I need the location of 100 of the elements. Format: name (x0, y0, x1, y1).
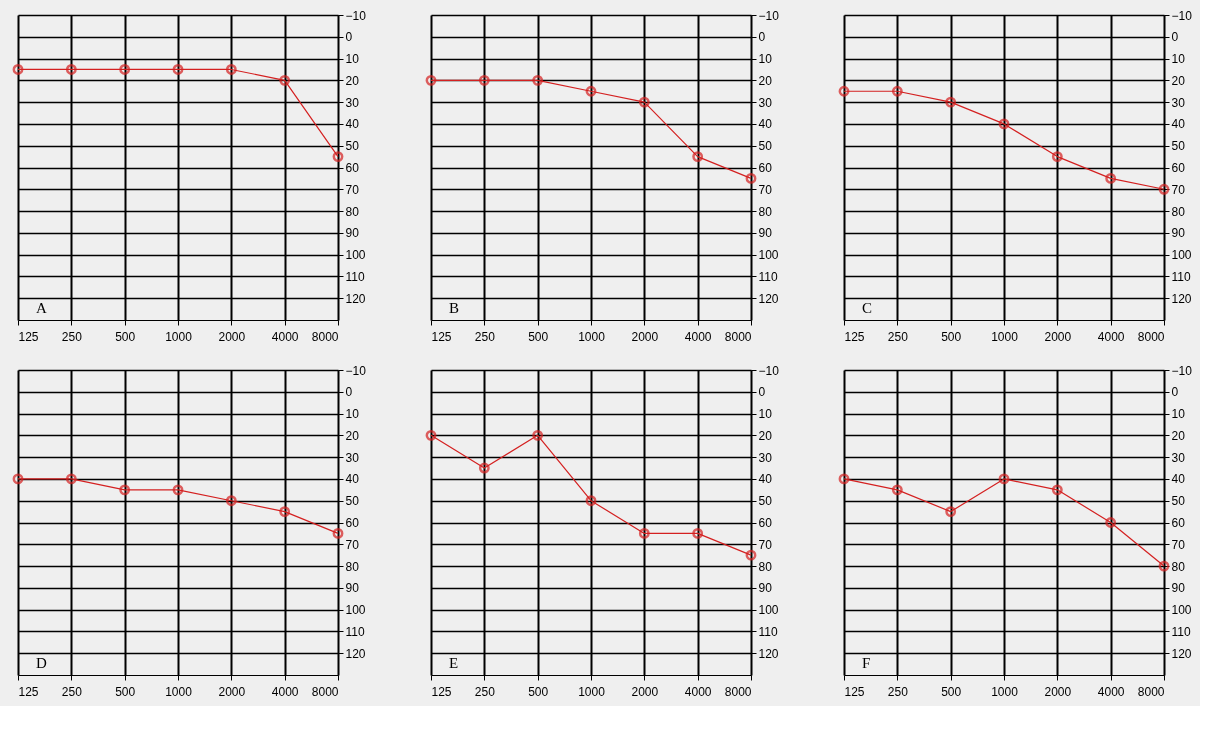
point (425, 74, 437, 86)
y-tick-label: 60 (345, 161, 360, 175)
y-tick-label: 110 (1171, 269, 1191, 284)
point (891, 85, 903, 97)
y-tick-label: 10 (345, 52, 360, 67)
point (532, 74, 544, 86)
y-tick-label: 100 (345, 248, 366, 263)
x-tick-label: 250 (474, 684, 496, 699)
x-tick-label: 1000 (991, 684, 1019, 699)
point (838, 473, 850, 485)
y-tick-label: 50 (1171, 139, 1186, 154)
x-tick-label: 250 (887, 329, 909, 344)
y-tick-label: 20 (758, 428, 773, 443)
point (838, 85, 850, 97)
y-tick-label: 90 (758, 581, 773, 596)
x-tick-label: 125 (18, 329, 39, 344)
point (585, 85, 597, 97)
x-tick-label: 500 (528, 329, 549, 344)
y-tick-label: 90 (345, 226, 360, 241)
x-tick-label: 8000 (1137, 329, 1165, 344)
point (478, 74, 490, 86)
y-tick-label: 50 (345, 139, 360, 154)
y-tick-label: 90 (345, 581, 360, 596)
x-tick-label: 125 (431, 684, 452, 699)
y-tick-label: 40 (1171, 117, 1186, 132)
y-tick-label: 110 (345, 624, 365, 639)
y-tick-label: 120 (758, 291, 779, 306)
y-tick-label: 40 (345, 472, 360, 487)
point (65, 473, 77, 485)
y-tick-label: 70 (758, 537, 773, 552)
y-tick-label: 50 (345, 494, 360, 509)
y-tick-label: 80 (758, 559, 773, 574)
point (425, 429, 437, 441)
y-tick-label: 30 (758, 95, 773, 110)
x-tick-label: 500 (941, 684, 962, 699)
x-tick-label: 500 (115, 329, 136, 344)
point (692, 527, 704, 539)
y-tick-label: 60 (1171, 516, 1186, 530)
x-tick-label: 500 (115, 684, 136, 699)
y-tick-label: 0 (758, 385, 766, 400)
point (1105, 172, 1117, 184)
y-tick-label: 0 (345, 385, 353, 400)
x-tick-label: 8000 (724, 684, 752, 699)
point (172, 64, 184, 75)
y-tick-label: 100 (1171, 248, 1192, 263)
point (1051, 151, 1063, 163)
y-tick-label: −10 (1171, 8, 1193, 23)
y-tick-label: 120 (1171, 646, 1192, 661)
x-tick-label: 2000 (631, 684, 659, 699)
point (225, 64, 237, 75)
y-tick-label: 60 (758, 516, 773, 530)
y-tick-label: 110 (345, 269, 365, 284)
y-tick-label: 60 (345, 516, 360, 530)
y-tick-label: 100 (1171, 603, 1192, 618)
point (225, 495, 237, 507)
y-tick-label: −10 (345, 8, 367, 23)
y-tick-label: 90 (1171, 226, 1186, 241)
x-tick-label: 250 (61, 329, 83, 344)
y-tick-label: 70 (1171, 537, 1186, 552)
x-tick-label: 4000 (271, 684, 299, 699)
point (332, 527, 344, 539)
x-tick-label: 250 (474, 329, 496, 344)
y-tick-label: 60 (1171, 161, 1186, 175)
point (12, 64, 24, 75)
x-tick-label: 250 (887, 684, 909, 699)
point (891, 484, 903, 496)
x-tick-label: 125 (844, 329, 865, 344)
y-tick-label: 30 (345, 450, 360, 465)
point (998, 118, 1010, 130)
y-tick-label: 120 (758, 646, 779, 661)
x-tick-label: 8000 (724, 329, 752, 344)
x-tick-label: 125 (431, 329, 452, 344)
y-tick-label: 40 (758, 472, 773, 487)
annotation: D (36, 655, 47, 671)
y-tick-label: −10 (758, 8, 780, 23)
x-tick-label: 500 (528, 684, 549, 699)
y-tick-label: 70 (345, 182, 360, 197)
point (532, 429, 544, 441)
point (585, 495, 597, 507)
x-tick-label: 2000 (1044, 684, 1072, 699)
x-tick-label: 4000 (1097, 684, 1125, 699)
point (279, 74, 291, 86)
y-tick-label: 20 (758, 73, 773, 88)
x-tick-label: 8000 (1137, 684, 1165, 699)
y-tick-label: 50 (1171, 494, 1186, 509)
point (1158, 183, 1170, 195)
x-tick-label: 1000 (165, 329, 193, 344)
y-tick-label: 0 (758, 30, 766, 45)
point (172, 484, 184, 496)
y-tick-label: 80 (345, 559, 360, 574)
y-tick-label: 40 (758, 117, 773, 132)
x-tick-label: 125 (844, 684, 865, 699)
y-tick-label: −10 (758, 363, 780, 378)
y-tick-label: 120 (1171, 291, 1192, 306)
y-tick-label: 20 (345, 73, 360, 88)
y-tick-label: 110 (758, 269, 778, 284)
point (478, 462, 490, 474)
y-tick-label: 30 (758, 450, 773, 465)
point (745, 549, 757, 561)
x-tick-label: 2000 (631, 329, 659, 344)
